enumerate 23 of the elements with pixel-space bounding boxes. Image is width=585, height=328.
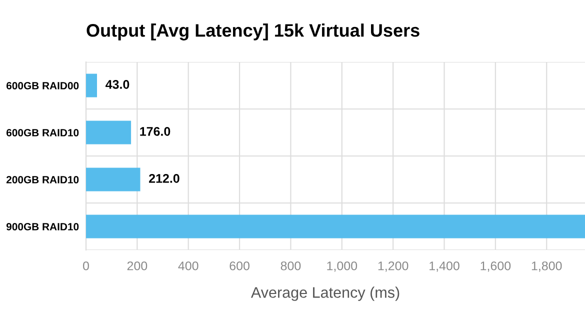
y-tick-label: 600GB RAID00 (6, 82, 79, 90)
data-label: 43.0 (106, 80, 130, 89)
x-tick-label: 0 (83, 261, 89, 270)
bar (86, 214, 585, 238)
x-tick-label: 1,000 (327, 261, 358, 272)
y-tick-label: 600GB RAID10 (6, 129, 79, 136)
y-tick-label: 200GB RAID10 (6, 176, 79, 184)
x-tick-label: 600 (230, 261, 250, 270)
chart-title: Output [Avg Latency] 15k Virtual Users (86, 24, 420, 40)
x-tick-label: 400 (178, 261, 198, 270)
x-tick-label: 1,800 (532, 261, 562, 272)
x-tick-label: 1,200 (378, 261, 408, 272)
x-tick-label: 1,400 (430, 261, 460, 272)
x-tick-label: 1,600 (480, 261, 511, 272)
bar (86, 74, 98, 98)
data-label: 176.0 (140, 127, 170, 136)
x-axis-title: Average Latency (ms) (250, 286, 400, 301)
bar (86, 120, 132, 144)
x-tick-label: 200 (127, 261, 148, 270)
x-tick-label: 800 (280, 261, 301, 270)
bar (86, 168, 140, 192)
y-tick-label: 900GB RAID10 (6, 223, 79, 230)
data-label: 212.0 (149, 174, 180, 183)
